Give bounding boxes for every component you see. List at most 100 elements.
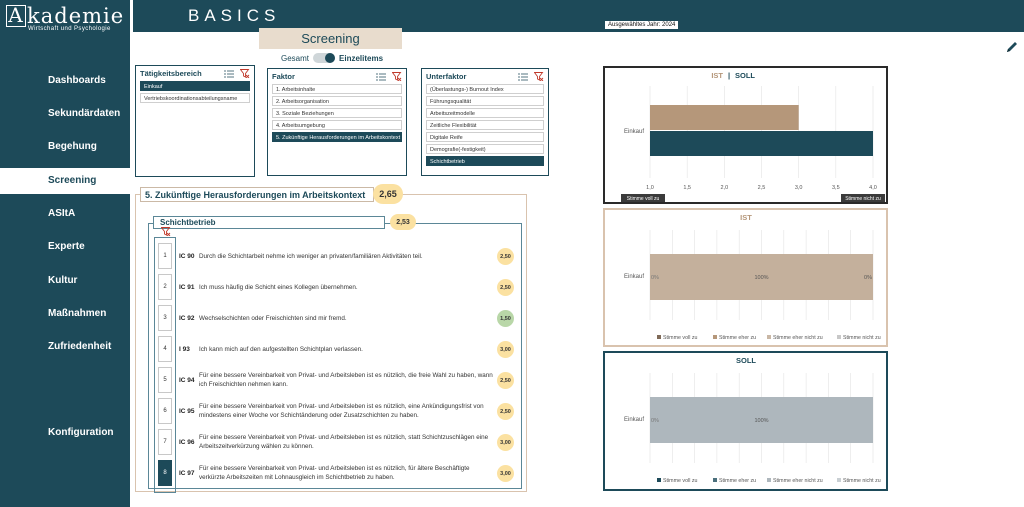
x-tick-label: 2,5 — [758, 185, 766, 191]
slicer-item[interactable]: Digitale Reife — [426, 132, 544, 142]
legend-swatch — [713, 335, 717, 339]
sidebar-item-ma-nahmen[interactable]: Maßnahmen — [48, 308, 107, 319]
question-row: 3 IC 92 Wechselschichten oder Freischichte… — [158, 303, 520, 333]
slicer-item[interactable]: Schichtbetrieb — [426, 156, 544, 166]
bar-ist — [650, 105, 799, 130]
item-code: IC 91 — [179, 283, 195, 291]
multi-select-icon[interactable] — [376, 73, 386, 81]
question-row: 1 IC 90 Durch die Schichtarbeit nehme ich … — [158, 241, 520, 271]
sidebar-item-kultur[interactable]: Kultur — [48, 275, 78, 286]
slicer-item[interactable]: Einkauf — [140, 81, 250, 91]
item-number-button[interactable]: 6 — [158, 398, 172, 424]
item-text: Für eine bessere Vereinbarkeit von Priva… — [199, 465, 470, 481]
scale-left-badge — [621, 194, 665, 202]
item-score-badge: 2,50 — [497, 248, 514, 265]
slicer-item[interactable]: Zeitliche Flexibilität — [426, 120, 544, 130]
bar-segment — [650, 254, 873, 300]
chart-title-ist: IST — [711, 71, 723, 80]
question-row: 6 IC 95 Für eine bessere Vereinbarkeit von… — [158, 396, 520, 426]
slicer-item[interactable]: (Überlastungs-) Burnout Index — [426, 84, 544, 94]
slicer-item[interactable]: 4. Arbeitsumgebung — [272, 120, 402, 130]
chart-soll-svg: SOLL Einkauf 0% 100% Stimme voll zu Stimme eh… — [624, 356, 881, 484]
slicer-item[interactable]: Führungsqualität — [426, 96, 544, 106]
sidebar-item-dashboards[interactable]: Dashboards — [48, 75, 106, 86]
x-tick-label: 1,0 — [646, 185, 654, 191]
item-score-badge: 3,00 — [497, 341, 514, 358]
slicer-item[interactable]: 5. Zukünftige Herausforderungen im Arbei… — [272, 132, 402, 142]
sidebar-item-zufriedenheit[interactable]: Zufriedenheit — [48, 341, 112, 352]
item-number-button[interactable]: 5 — [158, 367, 172, 393]
sidebar-item-experte[interactable]: Experte — [48, 241, 85, 252]
section-score-badge: 2,65 — [373, 184, 403, 204]
subfactor-score-badge: 2,53 — [390, 214, 416, 230]
slicer-item[interactable]: Arbeitszeitmodelle — [426, 108, 544, 118]
bar-soll — [650, 131, 873, 156]
slicer-item[interactable]: 3. Soziale Beziehungen — [272, 108, 402, 118]
slicer-item[interactable]: 1. Arbeitsinhalte — [272, 84, 402, 94]
category-label: Einkauf — [624, 274, 644, 280]
clear-filter-icon[interactable] — [161, 227, 171, 236]
item-number-button[interactable]: 4 — [158, 336, 172, 362]
item-code: IC 96 — [179, 438, 195, 446]
scale-right-label: Stimme nicht zu — [845, 196, 881, 202]
item-score-badge: 2,50 — [497, 403, 514, 420]
item-text: Wechselschichten oder Freischichten sind… — [199, 314, 347, 322]
x-tick-label: 3,0 — [795, 185, 803, 191]
slicer-title: Unterfaktor — [426, 72, 467, 81]
legend-label: Stimme voll zu — [663, 335, 697, 341]
item-text: Ich muss häufig die Schicht eines Kolleg… — [199, 283, 358, 291]
section-title: 5. Zukünftige Herausforderungen im Arbei… — [140, 187, 374, 202]
chart-ist-distribution: IST Einkauf 0% 100% 0% Stimme voll zu Stimme e… — [603, 208, 888, 347]
item-code: IC 92 — [179, 314, 195, 322]
data-label-left: 0% — [651, 275, 659, 281]
item-number-button[interactable]: 7 — [158, 429, 172, 455]
sidebar-item-screening[interactable]: Screening — [0, 168, 130, 194]
clear-filter-icon[interactable] — [392, 72, 402, 81]
chart-ist-soll-svg: IST | SOLL 1,0 1,5 2,0 2,5 3,0 3,5 4,0 Einkauf Stim… — [621, 71, 885, 202]
sidebar-item-asita[interactable]: ASItA — [48, 208, 76, 219]
slicer-item[interactable]: Vertriebskoordinationsabteilungsname — [140, 93, 250, 103]
item-code: IC 97 — [179, 469, 195, 477]
bar-segment — [650, 397, 873, 443]
sidebar-item-konfiguration[interactable]: Konfiguration — [48, 427, 114, 438]
chart-title-separator: | — [728, 71, 730, 80]
item-number-button[interactable]: 1 — [158, 243, 172, 269]
logo-text: kademie — [27, 4, 125, 28]
sidebar-item-sekund-rdaten[interactable]: Sekundärdaten — [48, 108, 121, 119]
item-number-button[interactable]: 8 — [158, 460, 172, 486]
item-number-button[interactable]: 3 — [158, 305, 172, 331]
x-tick-label: 2,0 — [721, 185, 729, 191]
category-label: Einkauf — [624, 129, 644, 135]
question-row: 4 I 93 Ich kann mich auf den aufgestellten… — [158, 334, 520, 364]
slicer-item[interactable]: 2. Arbeitsorganisation — [272, 96, 402, 106]
legend-swatch — [767, 478, 771, 482]
edit-pencil-icon[interactable] — [1005, 40, 1019, 54]
logo-a-icon: A — [6, 5, 26, 27]
slicer-title: Tätigkeitsbereich — [140, 69, 202, 78]
legend-label: Stimme voll zu — [663, 478, 697, 484]
view-toggle[interactable] — [313, 53, 336, 63]
clear-filter-icon[interactable] — [534, 72, 544, 81]
item-number-button[interactable]: 2 — [158, 274, 172, 300]
item-code: IC 90 — [179, 252, 195, 260]
item-text: Für eine bessere Vereinbarkeit von Priva… — [199, 403, 484, 419]
legend-label: Stimme nicht zu — [843, 335, 881, 341]
data-label-center: 100% — [754, 275, 768, 281]
question-row: 7 IC 96 Für eine bessere Vereinbarkeit von… — [158, 427, 520, 457]
multi-select-icon[interactable] — [224, 70, 234, 78]
chart-title: SOLL — [736, 356, 756, 365]
chart-ist-soll: IST | SOLL 1,0 1,5 2,0 2,5 3,0 3,5 4,0 Einkauf Stim… — [603, 66, 888, 204]
question-row: 2 IC 91 Ich muss häufig die Schicht eines … — [158, 272, 520, 302]
item-number-column — [154, 237, 176, 493]
slicer-item[interactable]: Demografie(-festigkeit) — [426, 144, 544, 154]
toggle-label-gesamt: Gesamt — [281, 53, 310, 63]
multi-select-icon[interactable] — [518, 73, 528, 81]
chart-title-soll: SOLL — [735, 71, 755, 80]
clear-filter-icon[interactable] — [240, 69, 250, 78]
item-score-badge: 2,50 — [497, 372, 514, 389]
sidebar-item-begehung[interactable]: Begehung — [48, 141, 97, 152]
toggle-knob — [325, 53, 336, 63]
